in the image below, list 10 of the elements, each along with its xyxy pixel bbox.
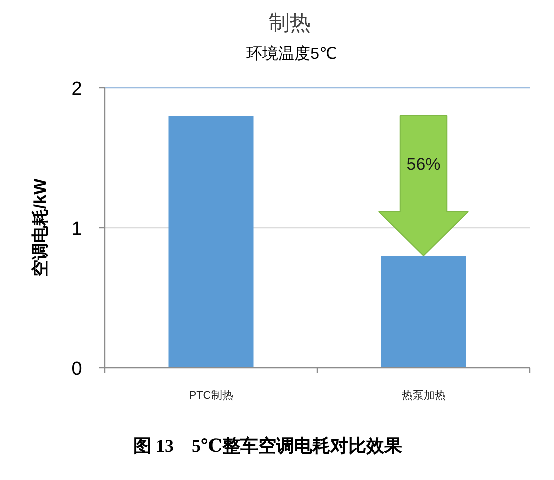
annotation: 56%: [406, 155, 441, 174]
title: 制热: [269, 12, 311, 35]
ylabel: 空调电耗/kW: [31, 178, 50, 278]
ytick: 1: [72, 219, 82, 240]
subtitle: 环境温度5℃: [246, 46, 338, 63]
ytick: 2: [72, 79, 82, 100]
caption: 图 13 5℃整车空调电耗对比效果: [133, 436, 403, 456]
ytick: 0: [72, 359, 82, 380]
xtick: 热泵加热: [402, 390, 446, 402]
xtick: PTC制热: [189, 390, 234, 402]
